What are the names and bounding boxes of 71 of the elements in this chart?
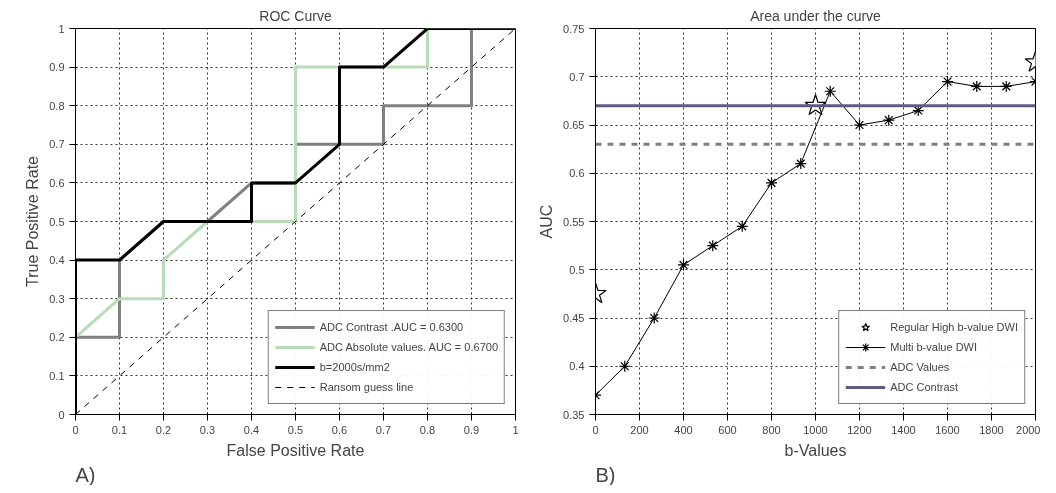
x-tick-label: 200 — [630, 423, 649, 436]
legend-label: b=2000s/mm2 — [319, 361, 390, 373]
point — [941, 75, 954, 88]
y-tick-label: 0.35 — [563, 408, 585, 421]
y-tick-label: 0.3 — [49, 292, 65, 305]
x-tick-label: 0.7 — [375, 423, 392, 436]
y-axis-title: True Positive Rate — [24, 155, 42, 288]
x-tick-label: 1600 — [935, 423, 960, 436]
x-tick-label: 600 — [718, 423, 737, 436]
point — [765, 176, 778, 189]
y-tick-label: 0.4 — [49, 254, 65, 267]
point — [706, 239, 719, 252]
legend-label: ADC Contrast — [890, 381, 959, 393]
x-tick-label: 800 — [762, 423, 781, 436]
legend-label: Multi b-value DWI — [890, 341, 978, 353]
y-tick-label: 1 — [58, 22, 65, 35]
point — [853, 118, 866, 132]
x-tick-label: 1 — [512, 423, 519, 436]
x-tick-label: 0.3 — [199, 423, 216, 436]
x-tick-label: 0.2 — [155, 423, 172, 436]
y-tick-label: 0.5 — [49, 215, 65, 228]
y-tick-label: 0.7 — [49, 138, 65, 151]
legend-label: ADC Absolute values. AUC = 0.6700 — [319, 341, 498, 353]
text: A) — [75, 463, 96, 486]
x-axis-title: b-Values — [784, 441, 847, 459]
x-axis-title: False Positive Rate — [226, 441, 365, 459]
point — [736, 220, 749, 233]
x-tick-label: 0.6 — [331, 423, 348, 436]
x-tick-label: 1400 — [891, 423, 916, 436]
legend-label: ADC Values — [890, 361, 950, 373]
x-tick-label: 0 — [72, 423, 79, 436]
y-tick-label: 0.6 — [49, 176, 65, 189]
y-tick-label: 0 — [58, 408, 65, 421]
text: B) — [595, 463, 616, 486]
point — [648, 311, 661, 325]
y-tick-label: 0.5 — [569, 263, 585, 276]
legend-label: Regular High b-value DWI — [890, 321, 1018, 333]
x-tick-label: 0.5 — [287, 423, 304, 436]
x-tick-label: 0 — [592, 423, 599, 436]
x-tick-label: 2000 — [1016, 423, 1041, 436]
point — [970, 80, 983, 93]
x-tick-label: 0.9 — [463, 423, 480, 436]
point — [618, 360, 631, 373]
y-tick-label: 0.2 — [49, 331, 65, 344]
y-tick-label: 0.8 — [49, 99, 65, 112]
y-tick-label: 0.1 — [49, 369, 65, 382]
y-tick-label: 0.75 — [563, 22, 585, 35]
y-tick-label: 0.4 — [569, 360, 585, 373]
x-tick-label: 1800 — [979, 423, 1004, 436]
y-tick-label: 0.45 — [563, 312, 585, 324]
y-tick-label: 0.55 — [563, 215, 585, 228]
y-tick-label: 0.7 — [569, 70, 585, 83]
point — [677, 258, 690, 272]
y-axis-title: AUC — [538, 204, 556, 239]
x-tick-label: 0.1 — [111, 423, 128, 436]
legend-label: ADC Contrast .AUC = 0.6300 — [319, 321, 464, 333]
x-tick-label: 1200 — [847, 423, 872, 436]
point — [824, 85, 837, 98]
x-tick-label: 1000 — [803, 423, 828, 436]
point — [794, 157, 807, 170]
x-tick-label: 400 — [674, 423, 693, 436]
y-tick-label: 0.65 — [563, 119, 585, 131]
y-tick-label: 0.9 — [49, 61, 65, 74]
point — [1000, 80, 1013, 93]
legend-label: Ransom guess line — [319, 381, 414, 393]
x-tick-label: 0.8 — [419, 423, 436, 436]
point — [882, 114, 895, 127]
x-tick-label: 0.4 — [243, 423, 260, 436]
y-tick-label: 0.6 — [569, 167, 585, 180]
chart-title: Area under the curve — [750, 7, 882, 24]
chart-title: ROC Curve — [259, 7, 332, 24]
